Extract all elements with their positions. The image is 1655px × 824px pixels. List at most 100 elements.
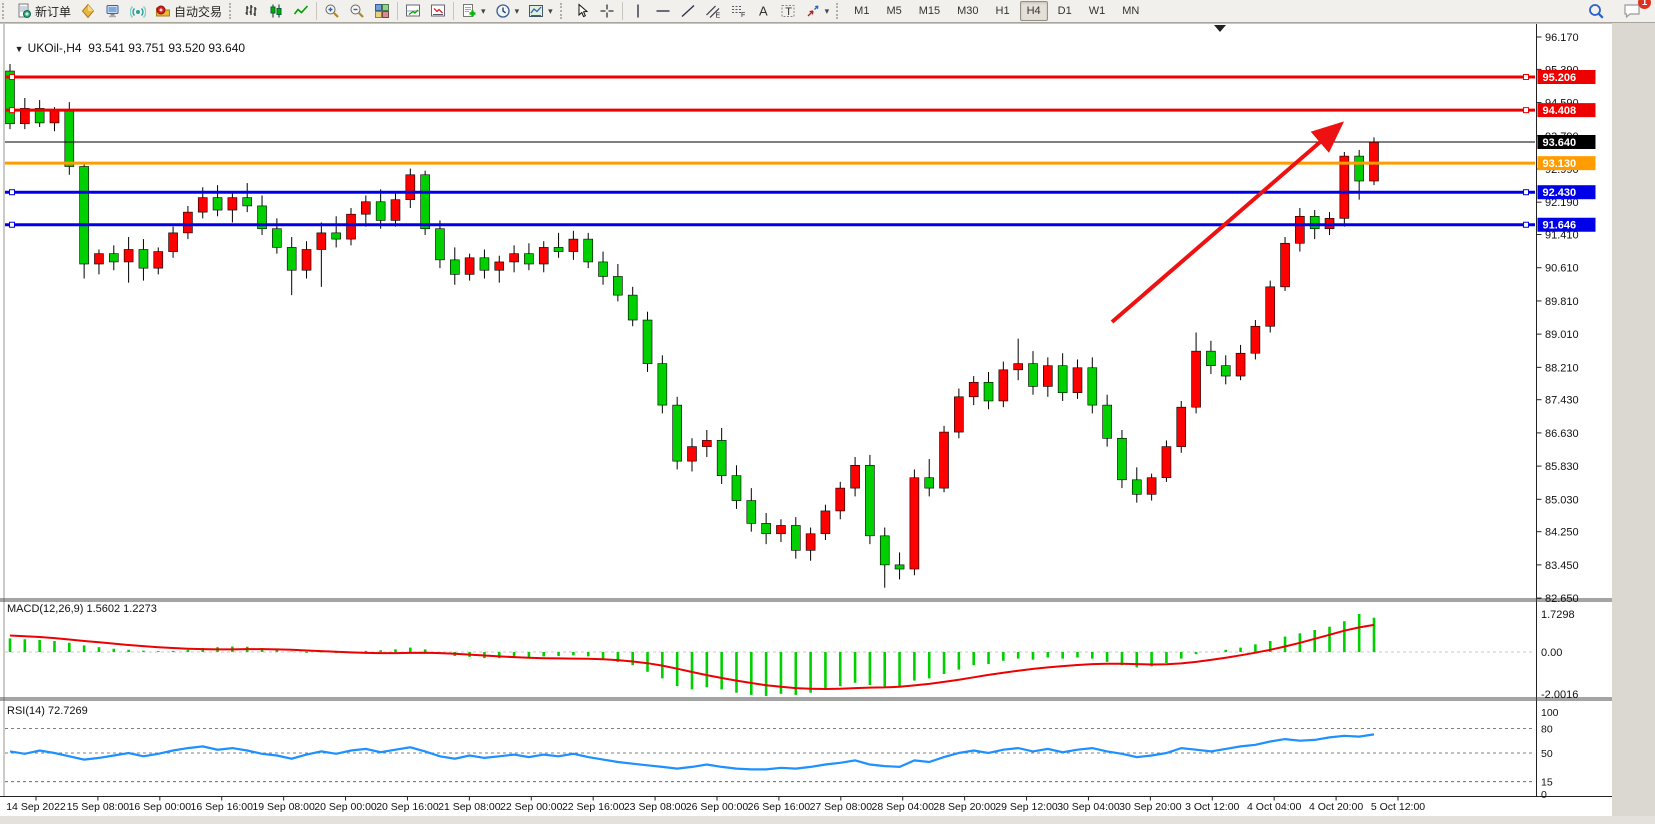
hline-handle[interactable] (1523, 221, 1529, 228)
rsi-axis-label: 0 (1541, 789, 1547, 801)
candle-body (1295, 215, 1305, 244)
price-tick-label: 89.810 (1545, 296, 1579, 308)
bars-button[interactable] (239, 0, 263, 22)
trendline-button[interactable] (676, 0, 700, 22)
candle-body (776, 525, 786, 535)
notifications-button[interactable]: 1 (1619, 0, 1651, 22)
autotrading-button[interactable]: 自动交易 (151, 0, 226, 22)
autotrading-button-label: 自动交易 (174, 4, 223, 19)
candle-body (687, 446, 697, 462)
candle-body (390, 199, 401, 221)
time-tick-label: 5 Oct 12:00 (1371, 801, 1425, 813)
text-button[interactable]: A (751, 0, 775, 22)
candle-body (657, 363, 668, 406)
time-tick-label: 27 Sep 08:00 (810, 801, 873, 813)
cursor-icon (574, 3, 590, 19)
timeframe-button-MN[interactable]: MN (1122, 5, 1140, 17)
indicator-list-icon (430, 3, 446, 19)
candles-button[interactable] (264, 0, 288, 22)
text-label-button[interactable]: T (776, 0, 800, 22)
candle-body (983, 381, 994, 402)
crosshair-button[interactable] (595, 0, 619, 22)
new-order-button[interactable]: 新订单 (12, 0, 75, 22)
signals-button[interactable] (126, 0, 150, 22)
trend-arrow-annotation[interactable] (1110, 121, 1345, 324)
hline-handle[interactable] (9, 107, 15, 114)
chart-shift-marker[interactable] (1214, 25, 1226, 32)
terminal-button[interactable] (101, 0, 125, 22)
candle-body (909, 477, 920, 570)
candle-body (627, 294, 638, 321)
timeframe-button-M15[interactable]: M15 (918, 5, 941, 17)
dropdown-caret-icon[interactable]: ▾ (514, 5, 520, 16)
candle-body (1161, 446, 1172, 479)
timeframe-button-M30[interactable]: M30 (957, 5, 979, 17)
indicator-list-button[interactable] (426, 0, 450, 22)
indicator-window-button[interactable] (401, 0, 425, 22)
candle-body (1146, 477, 1157, 495)
candle-body (835, 487, 846, 512)
toolbar-group-handle (229, 3, 236, 19)
tile-windows-button[interactable] (370, 0, 394, 22)
zoom-out-button[interactable] (345, 0, 369, 22)
candle-body (1131, 479, 1142, 495)
chart-window[interactable]: 96.17095.39094.59093.79092.99092.19091.4… (0, 23, 1655, 824)
candle-body (64, 109, 75, 167)
timeframe-button-M5[interactable]: M5 (886, 5, 902, 17)
timeframe-button-H4[interactable]: H4 (1019, 1, 1048, 21)
timeframe-button-M1[interactable]: M1 (854, 5, 870, 17)
search-button[interactable] (1584, 0, 1609, 22)
main-toolbar: 新订单 自动交易 ▾ ▾ ▾ E F A T ▾ M1 M5 M15 M30 H1 H4 D1 W1 MN 1 (0, 0, 1655, 23)
hline-handle[interactable] (9, 74, 15, 81)
zoom-in-button[interactable] (320, 0, 344, 22)
candle-body (316, 232, 327, 250)
timeframe-button-D1[interactable]: D1 (1057, 5, 1072, 17)
candle-body (479, 257, 490, 271)
candle-body (123, 249, 134, 263)
symbol-dropdown-icon[interactable]: ▼ (14, 44, 24, 54)
add-indicator-button[interactable]: ▾ (457, 0, 490, 22)
time-tick-label: 26 Sep 00:00 (686, 801, 749, 813)
candle-body (1235, 352, 1246, 377)
chart-title-text: UKOil-,H4 93.541 93.751 93.520 93.640 (27, 41, 246, 55)
macd-axis-label: -2.0016 (1541, 689, 1578, 701)
hline-handle[interactable] (1523, 74, 1529, 81)
dropdown-caret-icon[interactable]: ▾ (548, 5, 553, 16)
rsi-axis-label: 80 (1541, 723, 1553, 735)
market-watch-button[interactable] (76, 0, 100, 22)
hline-handle[interactable] (1523, 107, 1529, 114)
horizontal-line-button[interactable] (651, 0, 675, 22)
candle-body (538, 247, 549, 265)
candle-body (1013, 363, 1023, 371)
price-tick-label: 88.210 (1545, 362, 1579, 374)
fibonacci-button[interactable]: F (726, 0, 750, 22)
timeframe-button-H1[interactable]: H1 (995, 5, 1010, 17)
vertical-line-icon (630, 3, 646, 19)
timeframe-button-W1[interactable]: W1 (1088, 5, 1106, 17)
line-chart-button[interactable] (289, 0, 313, 22)
price-tick-label: 86.630 (1545, 428, 1579, 440)
dropdown-caret-icon[interactable]: ▾ (481, 5, 486, 16)
price-badge (1537, 134, 1596, 149)
hline-handle[interactable] (9, 189, 15, 196)
arrows-button[interactable]: ▾ (801, 0, 834, 22)
hline-handle[interactable] (9, 221, 15, 228)
chart-canvas[interactable]: 96.17095.39094.59093.79092.99092.19091.4… (0, 23, 1655, 824)
time-tick-label: 14 Sep 2022 (6, 801, 66, 813)
templates-button[interactable]: ▾ (524, 0, 557, 22)
vertical-line-button[interactable] (626, 0, 650, 22)
dropdown-caret-icon[interactable]: ▾ (824, 5, 830, 16)
candle-body (613, 276, 623, 296)
cursor-button[interactable] (570, 0, 594, 22)
autotrading-icon (155, 3, 171, 19)
candle-body (79, 166, 89, 265)
hline-handle[interactable] (1523, 189, 1529, 196)
candle-body (968, 381, 979, 398)
candle-body (1369, 141, 1379, 182)
periods-icon (495, 3, 511, 19)
channel-button[interactable]: E (701, 0, 725, 22)
candle-body (790, 525, 801, 551)
candle-body (405, 174, 416, 200)
periods-button[interactable]: ▾ (491, 0, 524, 22)
candle-body (1280, 242, 1290, 288)
